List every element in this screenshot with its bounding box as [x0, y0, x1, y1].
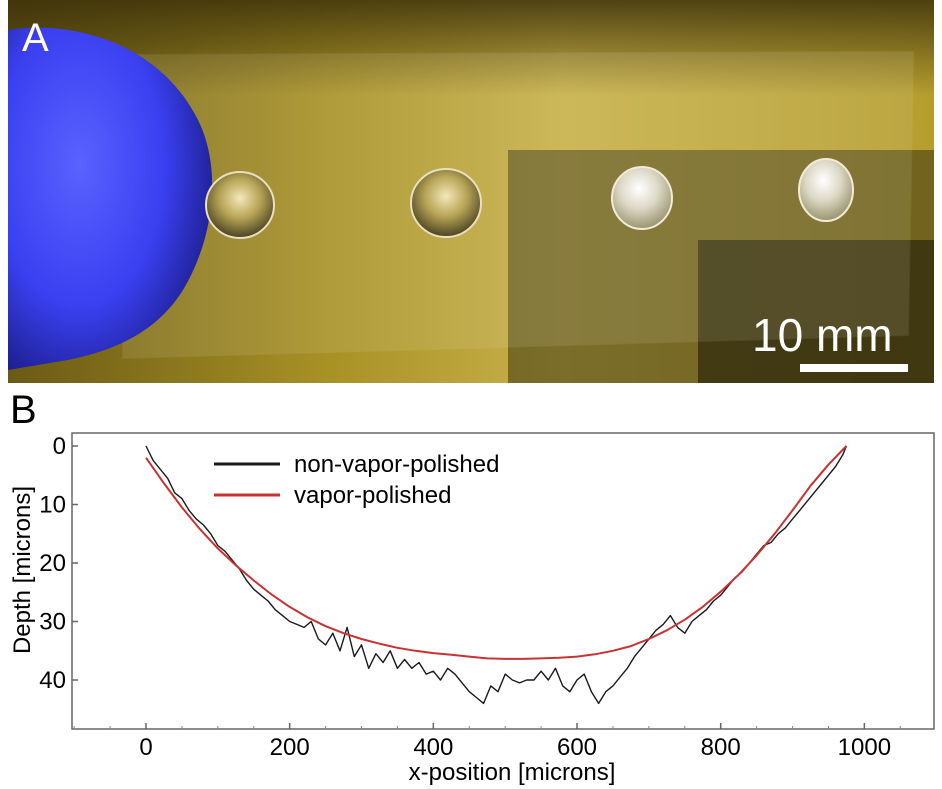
x-tick-label: 400 [413, 734, 453, 761]
x-tick-label: 800 [701, 734, 741, 761]
legend: non-vapor-polished vapor-polished [214, 451, 499, 509]
droplet-1 [205, 171, 275, 239]
droplet-2 [410, 168, 482, 238]
lines-layer [145, 445, 848, 705]
x-tick-label: 1000 [838, 734, 891, 761]
legend-label-non-vapor-polished: non-vapor-polished [294, 451, 499, 478]
photo-panel-a [8, 0, 934, 383]
droplet-3 [611, 166, 673, 230]
y-tick-label: 40 [39, 667, 66, 694]
droplet-4 [798, 158, 854, 222]
x-axis-title: x-position [microns] [409, 759, 616, 786]
x-tick-label: 0 [139, 734, 152, 761]
slide-photo [8, 0, 934, 383]
y-tick-label: 10 [39, 492, 66, 519]
glove-shape [8, 27, 213, 370]
series-line-non-vapor-polished [145, 445, 848, 705]
panel-label-b: B [10, 388, 37, 432]
ticks-layer: 0 200 400 600 800 1000 0 10 20 30 40 [39, 433, 901, 761]
x-tick-label: 600 [557, 734, 597, 761]
panel-label-a: A [22, 16, 49, 60]
y-tick-label: 30 [39, 609, 66, 636]
scale-bar-label: 10 mm [752, 309, 893, 361]
y-axis-title: Depth [microns] [9, 486, 36, 654]
scale-bar [800, 364, 908, 372]
y-tick-label: 20 [39, 550, 66, 577]
y-tick-label: 0 [53, 433, 66, 460]
legend-label-vapor-polished: vapor-polished [294, 482, 451, 509]
plot-frame [71, 432, 935, 730]
series-line-vapor-polished [145, 445, 848, 660]
x-tick-label: 200 [270, 734, 310, 761]
